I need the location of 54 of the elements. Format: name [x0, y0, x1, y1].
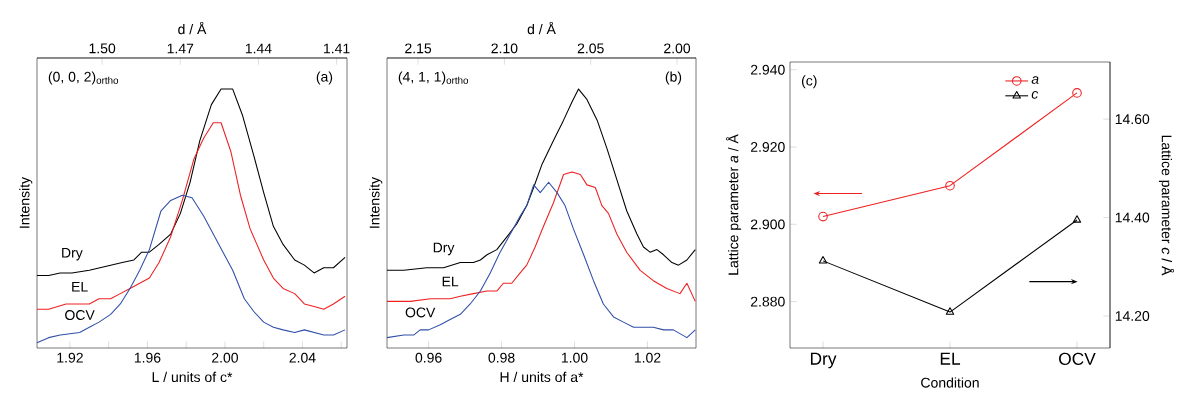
series-label: EL — [442, 276, 459, 287]
x-tick-label: 1.92 — [57, 352, 83, 363]
text: (0, 0, 2)$_{ortho}$ — [48, 71, 119, 85]
x2-tick-label: 1.41 — [324, 43, 350, 54]
text: (b) — [665, 71, 682, 85]
annotation: (c) — [801, 75, 817, 89]
x-tick-label: 1.00 — [561, 352, 588, 363]
x-tick-label: 2.00 — [212, 352, 239, 363]
x-tick-label: 1.96 — [134, 352, 161, 363]
point — [945, 180, 955, 191]
x-tick-label: Dry — [810, 352, 837, 369]
series-label: EL — [72, 281, 88, 292]
y2-tick-label: 14.20 — [1115, 311, 1150, 321]
point — [818, 211, 828, 222]
point — [818, 256, 828, 264]
text: (4, 1, 1)$_{ortho}$ — [398, 71, 469, 85]
text: (a) — [316, 71, 333, 85]
legend-label: c — [1031, 91, 1039, 99]
y-axis-title: Intensity — [369, 176, 383, 228]
x-axis-title: H / units of a* — [500, 371, 584, 383]
x-tick-label: 1.02 — [634, 352, 661, 363]
series-label: OCV — [65, 310, 95, 320]
x2-axis-title: d / Å — [527, 21, 556, 35]
y2-axis-title: Lattice parameter c / Å — [1158, 135, 1175, 276]
y2-tick-label: 14.40 — [1115, 212, 1150, 223]
x2-tick-label: 1.44 — [245, 43, 272, 54]
legend-label: a — [1031, 76, 1039, 84]
y-axis-title: Lattice parameter a / Å — [726, 134, 742, 275]
series-label: Dry — [62, 247, 83, 261]
y2-tick-label: 14.60 — [1115, 114, 1150, 125]
series-label: Dry — [433, 242, 455, 256]
x-tick-label: OCV — [1059, 352, 1096, 365]
x-tick-label: 2.04 — [289, 352, 316, 363]
x2-axis-title: d / Å — [178, 21, 207, 35]
y-tick-label: 2.940 — [750, 64, 785, 75]
x2-tick-label: 1.50 — [89, 43, 116, 54]
x-tick-label: 0.96 — [415, 352, 442, 363]
point — [945, 307, 955, 315]
y-axis-title: Intensity — [19, 176, 33, 228]
x2-tick-label: 2.15 — [405, 43, 432, 54]
x-tick-label: 0.98 — [488, 352, 515, 363]
y-tick-label: 2.880 — [750, 296, 785, 307]
x2-tick-label: 2.10 — [491, 43, 518, 54]
x-tick-label: EL — [940, 352, 961, 365]
point — [1072, 215, 1082, 223]
y-tick-label: 2.900 — [750, 219, 785, 230]
y-tick-label: 2.920 — [750, 142, 785, 152]
x2-tick-label: 1.47 — [167, 43, 194, 54]
x-axis-title: Condition — [921, 377, 979, 388]
series-label: OCV — [405, 307, 436, 318]
x2-tick-label: 2.05 — [577, 43, 604, 54]
x2-tick-label: 2.00 — [664, 43, 691, 54]
point — [1072, 88, 1082, 98]
x-axis-title: L / units of c* — [152, 371, 233, 383]
